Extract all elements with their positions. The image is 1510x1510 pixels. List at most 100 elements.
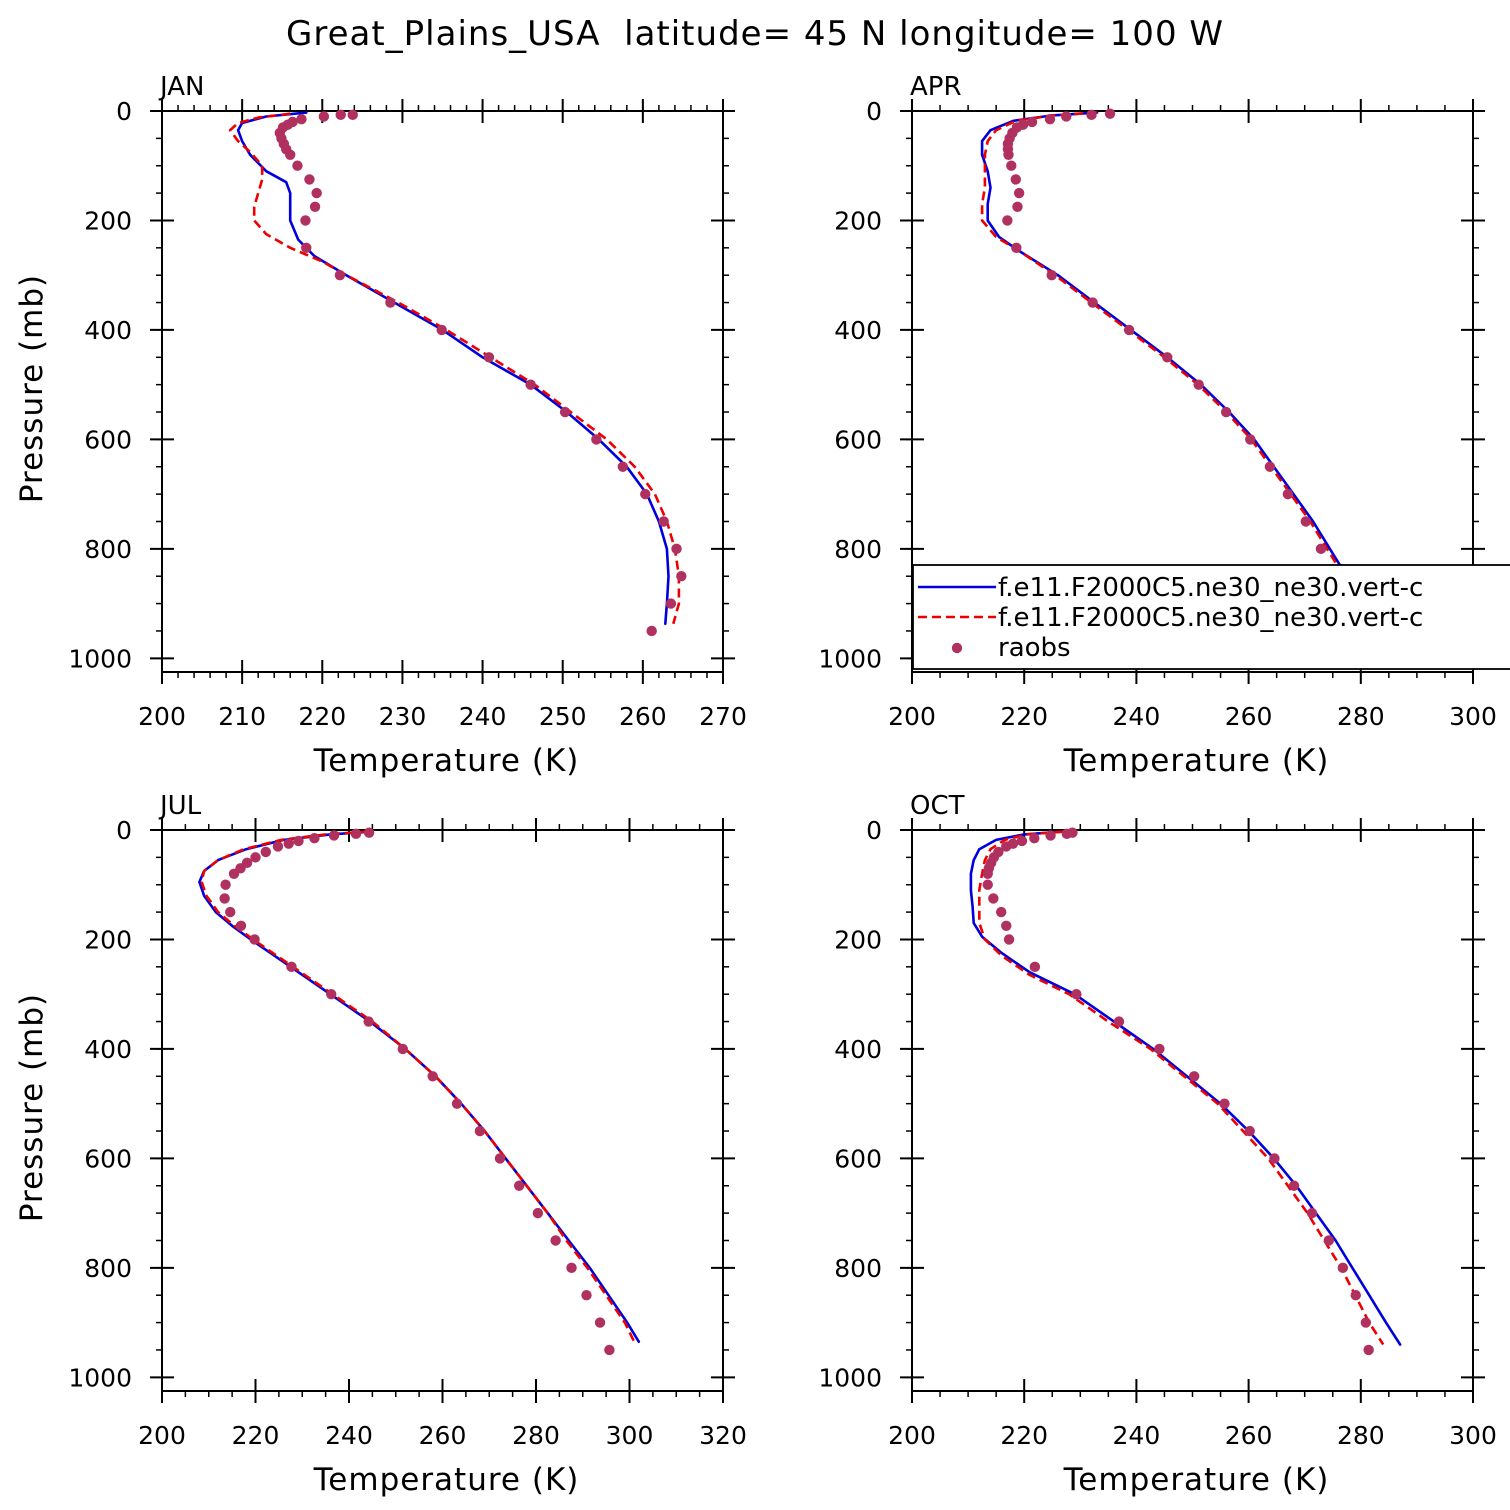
- obs-point: [1003, 149, 1014, 160]
- x-tick-label: 220: [298, 702, 346, 731]
- x-tick-label: 280: [1337, 1421, 1385, 1450]
- series-group: [228, 109, 687, 637]
- model1-line: [980, 111, 1379, 625]
- series-group: [198, 827, 641, 1356]
- obs-point: [249, 934, 260, 945]
- model1-line: [969, 830, 1402, 1346]
- obs-point: [296, 114, 307, 125]
- x-tick-label: 300: [606, 1421, 654, 1450]
- obs-point: [309, 201, 321, 212]
- obs-point: [604, 1344, 615, 1356]
- y-tick-label: 200: [84, 925, 132, 954]
- obs-point: [220, 879, 231, 890]
- obs-point: [1002, 215, 1013, 226]
- obs-point: [304, 174, 315, 185]
- y-tick-label: 200: [834, 206, 882, 235]
- legend-label: f.e11.F2000C5.ne30_ne30.vert-c: [998, 603, 1423, 633]
- y-axis-label: Pressure (mb): [14, 993, 50, 1222]
- obs-point: [301, 242, 312, 254]
- obs-point: [483, 352, 495, 363]
- obs-point: [1104, 108, 1116, 119]
- obs-point: [1337, 1262, 1349, 1274]
- obs-point: [1046, 269, 1057, 281]
- obs-point: [326, 988, 337, 1000]
- obs-point: [1001, 920, 1012, 931]
- panel-oct: OCT 200 220 240 260 280 300 0 200 400 600 800 1000 Te…: [818, 791, 1496, 1498]
- y-tick-label: 800: [84, 535, 132, 564]
- figure-title: Great_Plains_USA latitude= 45 N longitud…: [286, 14, 1224, 54]
- panel-title: JAN: [158, 72, 204, 102]
- obs-point: [1245, 434, 1256, 445]
- obs-point: [988, 893, 999, 904]
- obs-point: [283, 838, 294, 849]
- model2-line: [977, 830, 1385, 1346]
- obs-point: [1323, 1235, 1335, 1246]
- obs-point: [347, 109, 358, 121]
- x-tick-label: 320: [699, 1421, 747, 1450]
- obs-point: [1071, 988, 1082, 1000]
- legend-box: [912, 564, 1510, 670]
- obs-point: [292, 160, 303, 171]
- obs-point: [1220, 406, 1232, 418]
- obs-point: [581, 1290, 592, 1301]
- y-tick-label: 600: [834, 425, 882, 454]
- y-tick-label: 0: [116, 97, 132, 126]
- obs-point: [982, 868, 993, 879]
- obs-point: [1044, 114, 1056, 125]
- obs-point: [550, 1235, 561, 1246]
- obs-point: [311, 187, 322, 199]
- obs-point: [1011, 242, 1022, 254]
- obs-point: [1269, 1153, 1280, 1164]
- obs-point: [293, 835, 304, 847]
- obs-point: [1113, 1016, 1125, 1027]
- obs-point: [1219, 1098, 1230, 1109]
- obs-point: [594, 1317, 606, 1328]
- x-tick-label: 200: [138, 702, 186, 731]
- obs-point: [1003, 934, 1015, 945]
- y-tick-label: 600: [84, 1144, 132, 1173]
- obs-point: [250, 852, 261, 863]
- plot-frame: [911, 829, 1474, 1392]
- panel-title: APR: [910, 72, 962, 102]
- obs-point: [1012, 201, 1023, 212]
- x-tick-label: 220: [1000, 702, 1048, 731]
- obs-point: [665, 598, 677, 609]
- obs-point: [285, 149, 296, 160]
- x-tick-label: 260: [1225, 1421, 1273, 1450]
- y-tick-label: 400: [84, 316, 132, 345]
- y-tick-label: 200: [84, 206, 132, 235]
- x-tick-label: 210: [218, 702, 266, 731]
- x-tick-label: 240: [459, 702, 507, 731]
- x-tick-label: 300: [1449, 702, 1497, 731]
- obs-point: [225, 906, 236, 918]
- obs-point: [658, 516, 669, 527]
- obs-point: [1360, 1317, 1372, 1328]
- obs-point: [1162, 352, 1173, 363]
- obs-point: [219, 893, 230, 904]
- y-tick-label: 800: [834, 1254, 882, 1283]
- obs-point: [646, 625, 657, 637]
- x-tick-label: 270: [699, 702, 747, 731]
- y-tick-label: 1000: [818, 644, 882, 673]
- obs-point: [309, 833, 320, 844]
- obs-point: [260, 846, 271, 858]
- obs-point: [1086, 109, 1097, 121]
- model2-line: [200, 830, 636, 1343]
- obs-point: [532, 1207, 544, 1219]
- obs-point: [494, 1153, 506, 1164]
- y-tick-label: 800: [834, 535, 882, 564]
- model1-line: [236, 111, 670, 626]
- obs-point: [427, 1071, 438, 1082]
- obs-point: [363, 1016, 374, 1027]
- panel-title: OCT: [910, 791, 965, 821]
- obs-point: [995, 906, 1007, 918]
- x-tick-label: 260: [419, 1421, 467, 1450]
- obs-point: [559, 406, 571, 418]
- y-tick-label: 400: [834, 316, 882, 345]
- x-tick-label: 240: [1113, 702, 1161, 731]
- obs-point: [1123, 324, 1135, 336]
- obs-point: [1154, 1043, 1165, 1055]
- obs-point: [1193, 379, 1204, 390]
- obs-point: [235, 920, 247, 931]
- obs-point: [1016, 835, 1028, 847]
